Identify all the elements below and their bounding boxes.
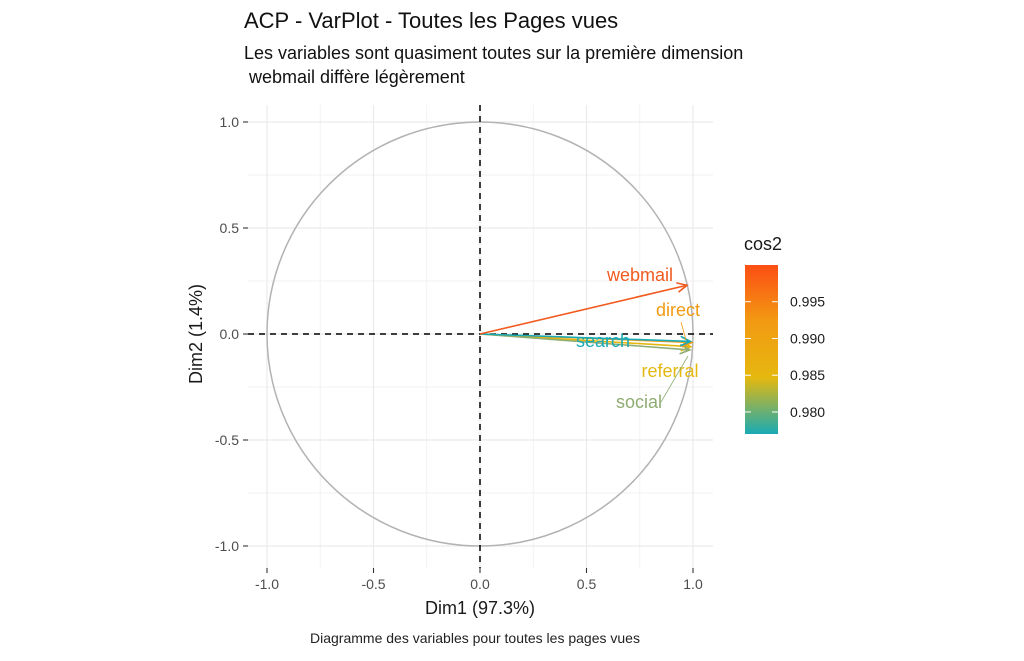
chart-caption: Diagramme des variables pour toutes les … <box>310 630 640 646</box>
variable-label-direct: direct <box>656 300 700 320</box>
x-tick-label: -0.5 <box>361 576 385 592</box>
label-leader-social <box>660 355 689 403</box>
legend: cos2 0.995 0.990 0.985 0.980 <box>744 234 825 434</box>
variable-arrows <box>479 282 694 355</box>
variable-label-social: social <box>616 392 662 412</box>
arrow-search <box>479 333 691 343</box>
y-tick-label: 0.5 <box>220 220 240 236</box>
legend-tick-label: 0.985 <box>790 367 825 383</box>
arrowhead-webmail <box>676 282 689 293</box>
arrowhead-search <box>680 335 693 347</box>
y-tick-label: 1.0 <box>220 114 240 130</box>
label-leader-direct <box>680 321 687 341</box>
variable-label-search: search <box>576 331 630 351</box>
axes: -1.0 -0.5 0.0 0.5 1.0 -1.0 -0.5 0.0 0.5 1.0 Dim1 (… <box>186 114 703 618</box>
variable-label-webmail: webmail <box>606 265 673 285</box>
y-axis-title: Dim2 (1.4%) <box>186 284 206 384</box>
variable-label-referral: referral <box>641 361 698 381</box>
chart-title: ACP - VarPlot - Toutes les Pages vues <box>244 8 619 33</box>
x-tick-label: 0.0 <box>470 576 490 592</box>
y-tick-label: 0.0 <box>220 326 240 342</box>
arrow-webmail <box>479 284 688 335</box>
chart-subtitle-line-1: Les variables sont quasiment toutes sur … <box>244 43 744 63</box>
chart-subtitle-line-2: webmail diffère légèrement <box>244 67 465 87</box>
x-tick-label: 1.0 <box>683 576 703 592</box>
x-axis-title: Dim1 (97.3%) <box>425 598 535 618</box>
x-tick-label: 0.5 <box>577 576 597 592</box>
variable-labels: webmail direct search referral social <box>576 265 700 412</box>
legend-tick-label: 0.995 <box>790 294 825 310</box>
y-tick-label: -0.5 <box>215 432 239 448</box>
legend-tick-label: 0.980 <box>790 404 825 420</box>
legend-title: cos2 <box>744 234 782 254</box>
y-tick-label: -1.0 <box>215 538 239 554</box>
x-tick-label: -1.0 <box>255 576 279 592</box>
legend-colorbar <box>745 265 778 434</box>
arrow-social <box>479 333 690 351</box>
legend-tick-label: 0.990 <box>790 330 825 346</box>
